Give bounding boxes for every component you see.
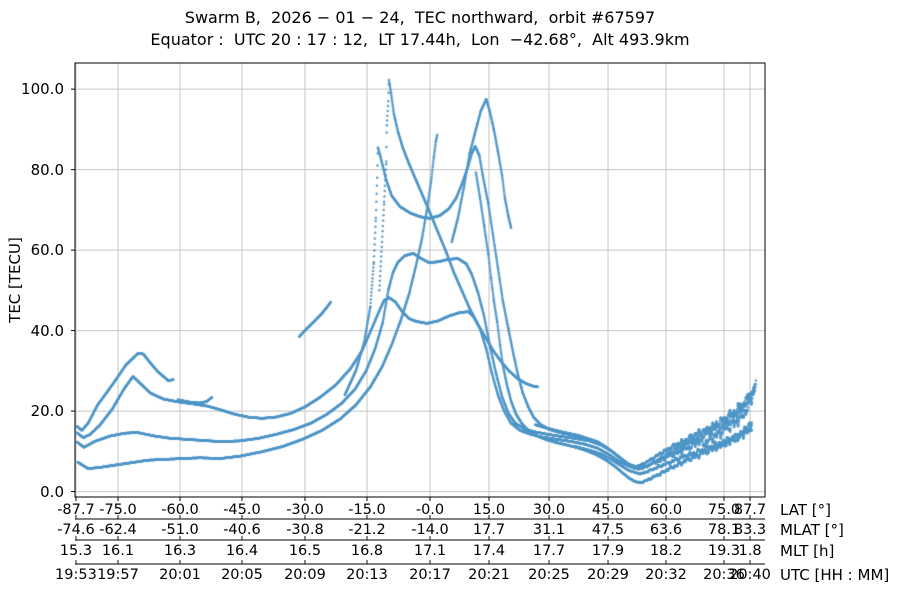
x-tick-label-mlt: 16.1 xyxy=(101,543,135,559)
x-tick-label-utc: 20:29 xyxy=(587,567,629,583)
x-tick-label-mlt: 16.3 xyxy=(163,543,197,559)
x-tick-label-mlat: -21.2 xyxy=(348,522,386,538)
x-tick-label-mlt: 18.2 xyxy=(649,543,683,559)
x-tick-label-mlat: -62.4 xyxy=(99,522,137,538)
x-tick-label-utc: 20:09 xyxy=(284,567,326,583)
x-tick-label-mlat: -40.6 xyxy=(223,522,261,538)
x-tick-label-mlat: 83.3 xyxy=(733,522,767,538)
x-tick-label-mlt: 15.3 xyxy=(59,543,93,559)
row-label-mlt: MLT [h] xyxy=(780,542,835,560)
y-tick-label: 40.0 xyxy=(30,321,64,340)
x-tick-label-lat: -87.7 xyxy=(57,502,95,518)
x-tick-label-utc: 20:05 xyxy=(221,567,263,583)
x-tick-label-utc: 20:36 xyxy=(703,567,745,583)
row-label-utc: UTC [HH : MM] xyxy=(780,566,890,584)
y-tick-label: 0.0 xyxy=(40,482,64,501)
x-tick-label-mlt: 19.3 xyxy=(707,543,741,559)
x-tick-label-mlat: -74.6 xyxy=(57,522,95,538)
x-tick-label-mlat: -30.8 xyxy=(286,522,324,538)
x-tick-label-utc: 20:21 xyxy=(468,567,510,583)
x-tick-label-lat: -30.0 xyxy=(286,502,324,518)
x-tick-label-mlt: 17.9 xyxy=(591,543,625,559)
x-tick-label-utc: 20:40 xyxy=(729,567,771,583)
x-tick-label-mlat: 78.1 xyxy=(707,522,741,538)
x-tick-label-lat: 45.0 xyxy=(591,502,625,518)
x-tick-label-utc: 20:25 xyxy=(528,567,570,583)
x-tick-label-utc: 19:57 xyxy=(97,567,139,583)
x-tick-label-mlt: 16.4 xyxy=(225,543,259,559)
x-tick-label-mlat: 17.7 xyxy=(472,522,506,538)
x-tick-label-utc: 20:01 xyxy=(159,567,201,583)
x-tick-label-mlt: 17.7 xyxy=(532,543,566,559)
x-tick-label-lat: -75.0 xyxy=(99,502,137,518)
x-tick-label-lat: 87.7 xyxy=(733,502,767,518)
x-tick-label-lat: 75.0 xyxy=(707,502,741,518)
x-tick-label-lat: -45.0 xyxy=(223,502,261,518)
y-tick-label: 60.0 xyxy=(30,241,64,260)
x-tick-label-utc: 20:17 xyxy=(409,567,451,583)
x-tick-label-lat: -0.0 xyxy=(415,502,445,518)
x-tick-label-lat: 60.0 xyxy=(649,502,683,518)
x-tick-label-mlat: -14.0 xyxy=(411,522,449,538)
x-tick-label-utc: 20:13 xyxy=(346,567,388,583)
x-tick-label-lat: -60.0 xyxy=(161,502,199,518)
y-tick-label: 100.0 xyxy=(21,80,64,99)
y-axis-label: TEC [TECU] xyxy=(6,237,24,323)
x-tick-label-mlat: -51.0 xyxy=(161,522,199,538)
x-tick-label-mlt: 17.4 xyxy=(472,543,506,559)
x-tick-label-mlat: 63.6 xyxy=(649,522,683,538)
x-tick-label-mlt: 16.5 xyxy=(288,543,322,559)
x-tick-label-mlt: 1.8 xyxy=(738,543,762,559)
x-tick-label-lat: -15.0 xyxy=(348,502,386,518)
x-tick-label-lat: 15.0 xyxy=(472,502,506,518)
x-tick-label-mlat: 31.1 xyxy=(532,522,566,538)
row-label-lat: LAT [°] xyxy=(780,501,831,519)
x-tick-label-mlat: 47.5 xyxy=(591,522,625,538)
row-label-mlat: MLAT [°] xyxy=(780,521,844,539)
x-tick-label-utc: 19:53 xyxy=(55,567,97,583)
x-tick-label-mlt: 16.8 xyxy=(350,543,384,559)
y-tick-label: 80.0 xyxy=(30,160,64,179)
x-tick-label-utc: 20:32 xyxy=(645,567,687,583)
x-tick-label-mlt: 17.1 xyxy=(413,543,447,559)
y-tick-label: 20.0 xyxy=(30,402,64,421)
x-tick-label-lat: 30.0 xyxy=(532,502,566,518)
